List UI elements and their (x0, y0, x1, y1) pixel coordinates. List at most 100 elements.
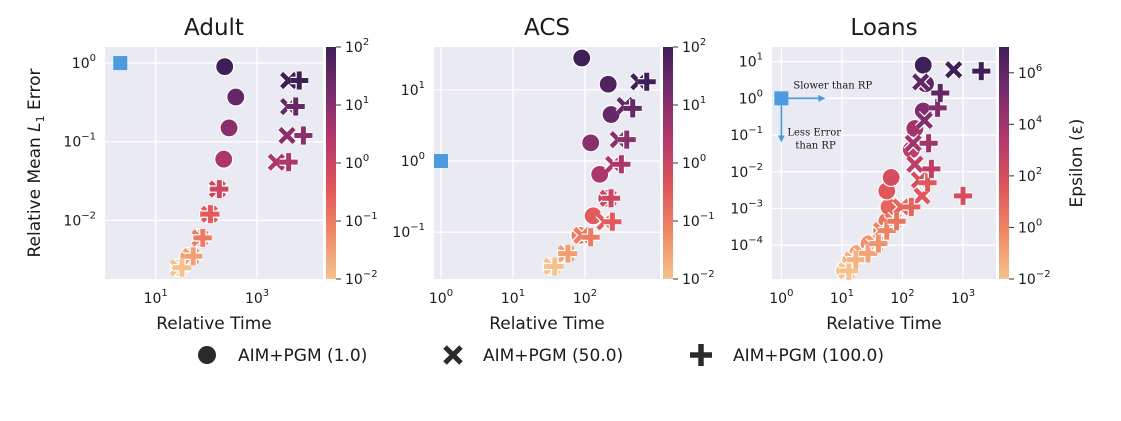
y-tick-label: 101 (739, 52, 763, 71)
data-point-plus (623, 99, 642, 118)
data-point-plus (201, 205, 220, 224)
data-point-plus (877, 221, 896, 240)
x-axis-label: Relative Time (826, 314, 942, 334)
data-point-plus (954, 186, 973, 205)
y-tick-label: 100 (401, 151, 425, 170)
data-point-x (906, 155, 924, 173)
data-point-x (904, 134, 922, 152)
colorbar-tick-label: 100 (1018, 217, 1042, 236)
baseline-marker (774, 91, 789, 106)
chart-title: Adult (184, 15, 244, 41)
data-point-plus (859, 244, 878, 263)
data-point-x (278, 126, 296, 145)
y-tick-label: 10−1 (63, 132, 96, 151)
data-point-plus (184, 247, 203, 266)
colorbar-tick-label: 102 (345, 37, 369, 56)
colorbar-label: Epsilon (ε) (1067, 119, 1087, 208)
chart-title: Loans (850, 15, 917, 41)
y-tick-label: 100 (739, 88, 763, 107)
colorbar-tick-label: 102 (682, 37, 706, 56)
colorbar-tick-label: 10−2 (1018, 269, 1051, 288)
data-point-circle (215, 57, 235, 77)
data-point-plus (839, 261, 858, 280)
baseline-marker (433, 154, 448, 169)
y-tick-label: 10−2 (63, 210, 96, 229)
panel-adult: 101 103 10−2 10−1 100 Adult Relative Time Relat… (25, 15, 378, 334)
panel-acs: 100 101 102 10−1 100 101 ACS Relative Time 102 10… (392, 15, 714, 334)
colorbar-tick-label: 101 (682, 95, 706, 114)
data-point-plus (210, 180, 229, 199)
data-point-plus (193, 228, 212, 247)
legend-label-x: AIM+PGM (50.0) (483, 346, 623, 366)
data-point-plus (294, 126, 313, 145)
x-tick-label: 101 (830, 288, 854, 307)
colorbar-tick-label: 100 (682, 153, 706, 172)
data-point-plus (581, 228, 600, 247)
x-tick-label: 102 (573, 288, 597, 307)
data-point-plus (972, 62, 991, 81)
data-point-plus (919, 134, 938, 153)
data-point-circle (581, 133, 601, 153)
annotation-less-error: Less Error (787, 127, 841, 138)
data-point-x (280, 71, 298, 90)
annotation-arrowhead-down (777, 135, 785, 143)
data-point-x (915, 111, 933, 130)
data-point-circle (881, 167, 901, 188)
legend-label-circle: AIM+PGM (1.0) (238, 346, 367, 366)
colorbar (999, 47, 1009, 279)
legend-marker-plus (690, 344, 712, 366)
data-point-plus (602, 189, 621, 208)
x-tick-label: 100 (429, 288, 453, 307)
annotation-less-error-2: than RP (795, 140, 836, 151)
x-tick-label: 101 (144, 288, 168, 307)
data-point-circle (226, 87, 246, 107)
data-point-x (912, 73, 930, 91)
annotation-slower: Slower than RP (793, 80, 872, 91)
colorbar-tick-label: 10−2 (345, 269, 378, 288)
x-tick-label: 101 (501, 288, 525, 307)
data-point-plus (846, 250, 865, 269)
data-point-plus (612, 155, 631, 174)
colorbar-tick-label: 102 (1018, 166, 1042, 185)
y-axis-label: Relative Mean L1 Error (25, 68, 47, 257)
data-point-plus (922, 159, 941, 178)
data-point-x (267, 153, 285, 171)
colorbar-tick-label: 10−2 (682, 269, 715, 288)
colorbar-tick-label: 104 (1018, 114, 1042, 133)
legend: AIM+PGM (1.0) AIM+PGM (50.0) AIM+PGM (10… (198, 344, 884, 366)
annotation-arrowhead-right (818, 94, 826, 102)
legend-marker-circle (198, 346, 216, 364)
data-point-plus (172, 258, 191, 277)
colorbar-tick-label: 100 (345, 153, 369, 172)
colorbar-tick-label: 10−1 (682, 211, 715, 230)
y-tick-label: 10−3 (730, 198, 763, 217)
data-point-circle (601, 104, 621, 125)
data-point-circle (572, 48, 592, 68)
y-tick-label: 10−1 (392, 222, 425, 241)
data-point-plus (558, 244, 577, 263)
data-point-plus (918, 173, 937, 192)
data-point-circle (219, 118, 239, 138)
data-point-plus (290, 71, 309, 90)
x-axis-label: Relative Time (489, 314, 605, 334)
y-tick-label: 10−4 (730, 235, 763, 254)
data-point-plus (887, 212, 906, 231)
data-point-x (892, 198, 910, 216)
colorbar-tick-label: 10−1 (345, 211, 378, 230)
x-tick-label: 102 (890, 288, 914, 307)
colorbar (663, 47, 673, 279)
colorbar-tick-label: 106 (1018, 63, 1042, 82)
data-point-plus (545, 257, 564, 276)
data-point-plus (603, 212, 622, 231)
data-point-plus (931, 83, 950, 102)
baseline-marker (113, 56, 128, 71)
x-tick-label: 103 (245, 288, 269, 307)
chart-title: ACS (524, 15, 570, 41)
panel-loans: 100 101 102 103 10−4 10−3 10−2 10−1 100 101 Loans R… (730, 15, 1087, 334)
x-axis-label: Relative Time (156, 314, 272, 334)
y-tick-label: 100 (72, 53, 96, 72)
data-point-circle (913, 55, 933, 75)
colorbar-tick-label: 101 (345, 95, 369, 114)
data-point-plus (279, 153, 298, 172)
